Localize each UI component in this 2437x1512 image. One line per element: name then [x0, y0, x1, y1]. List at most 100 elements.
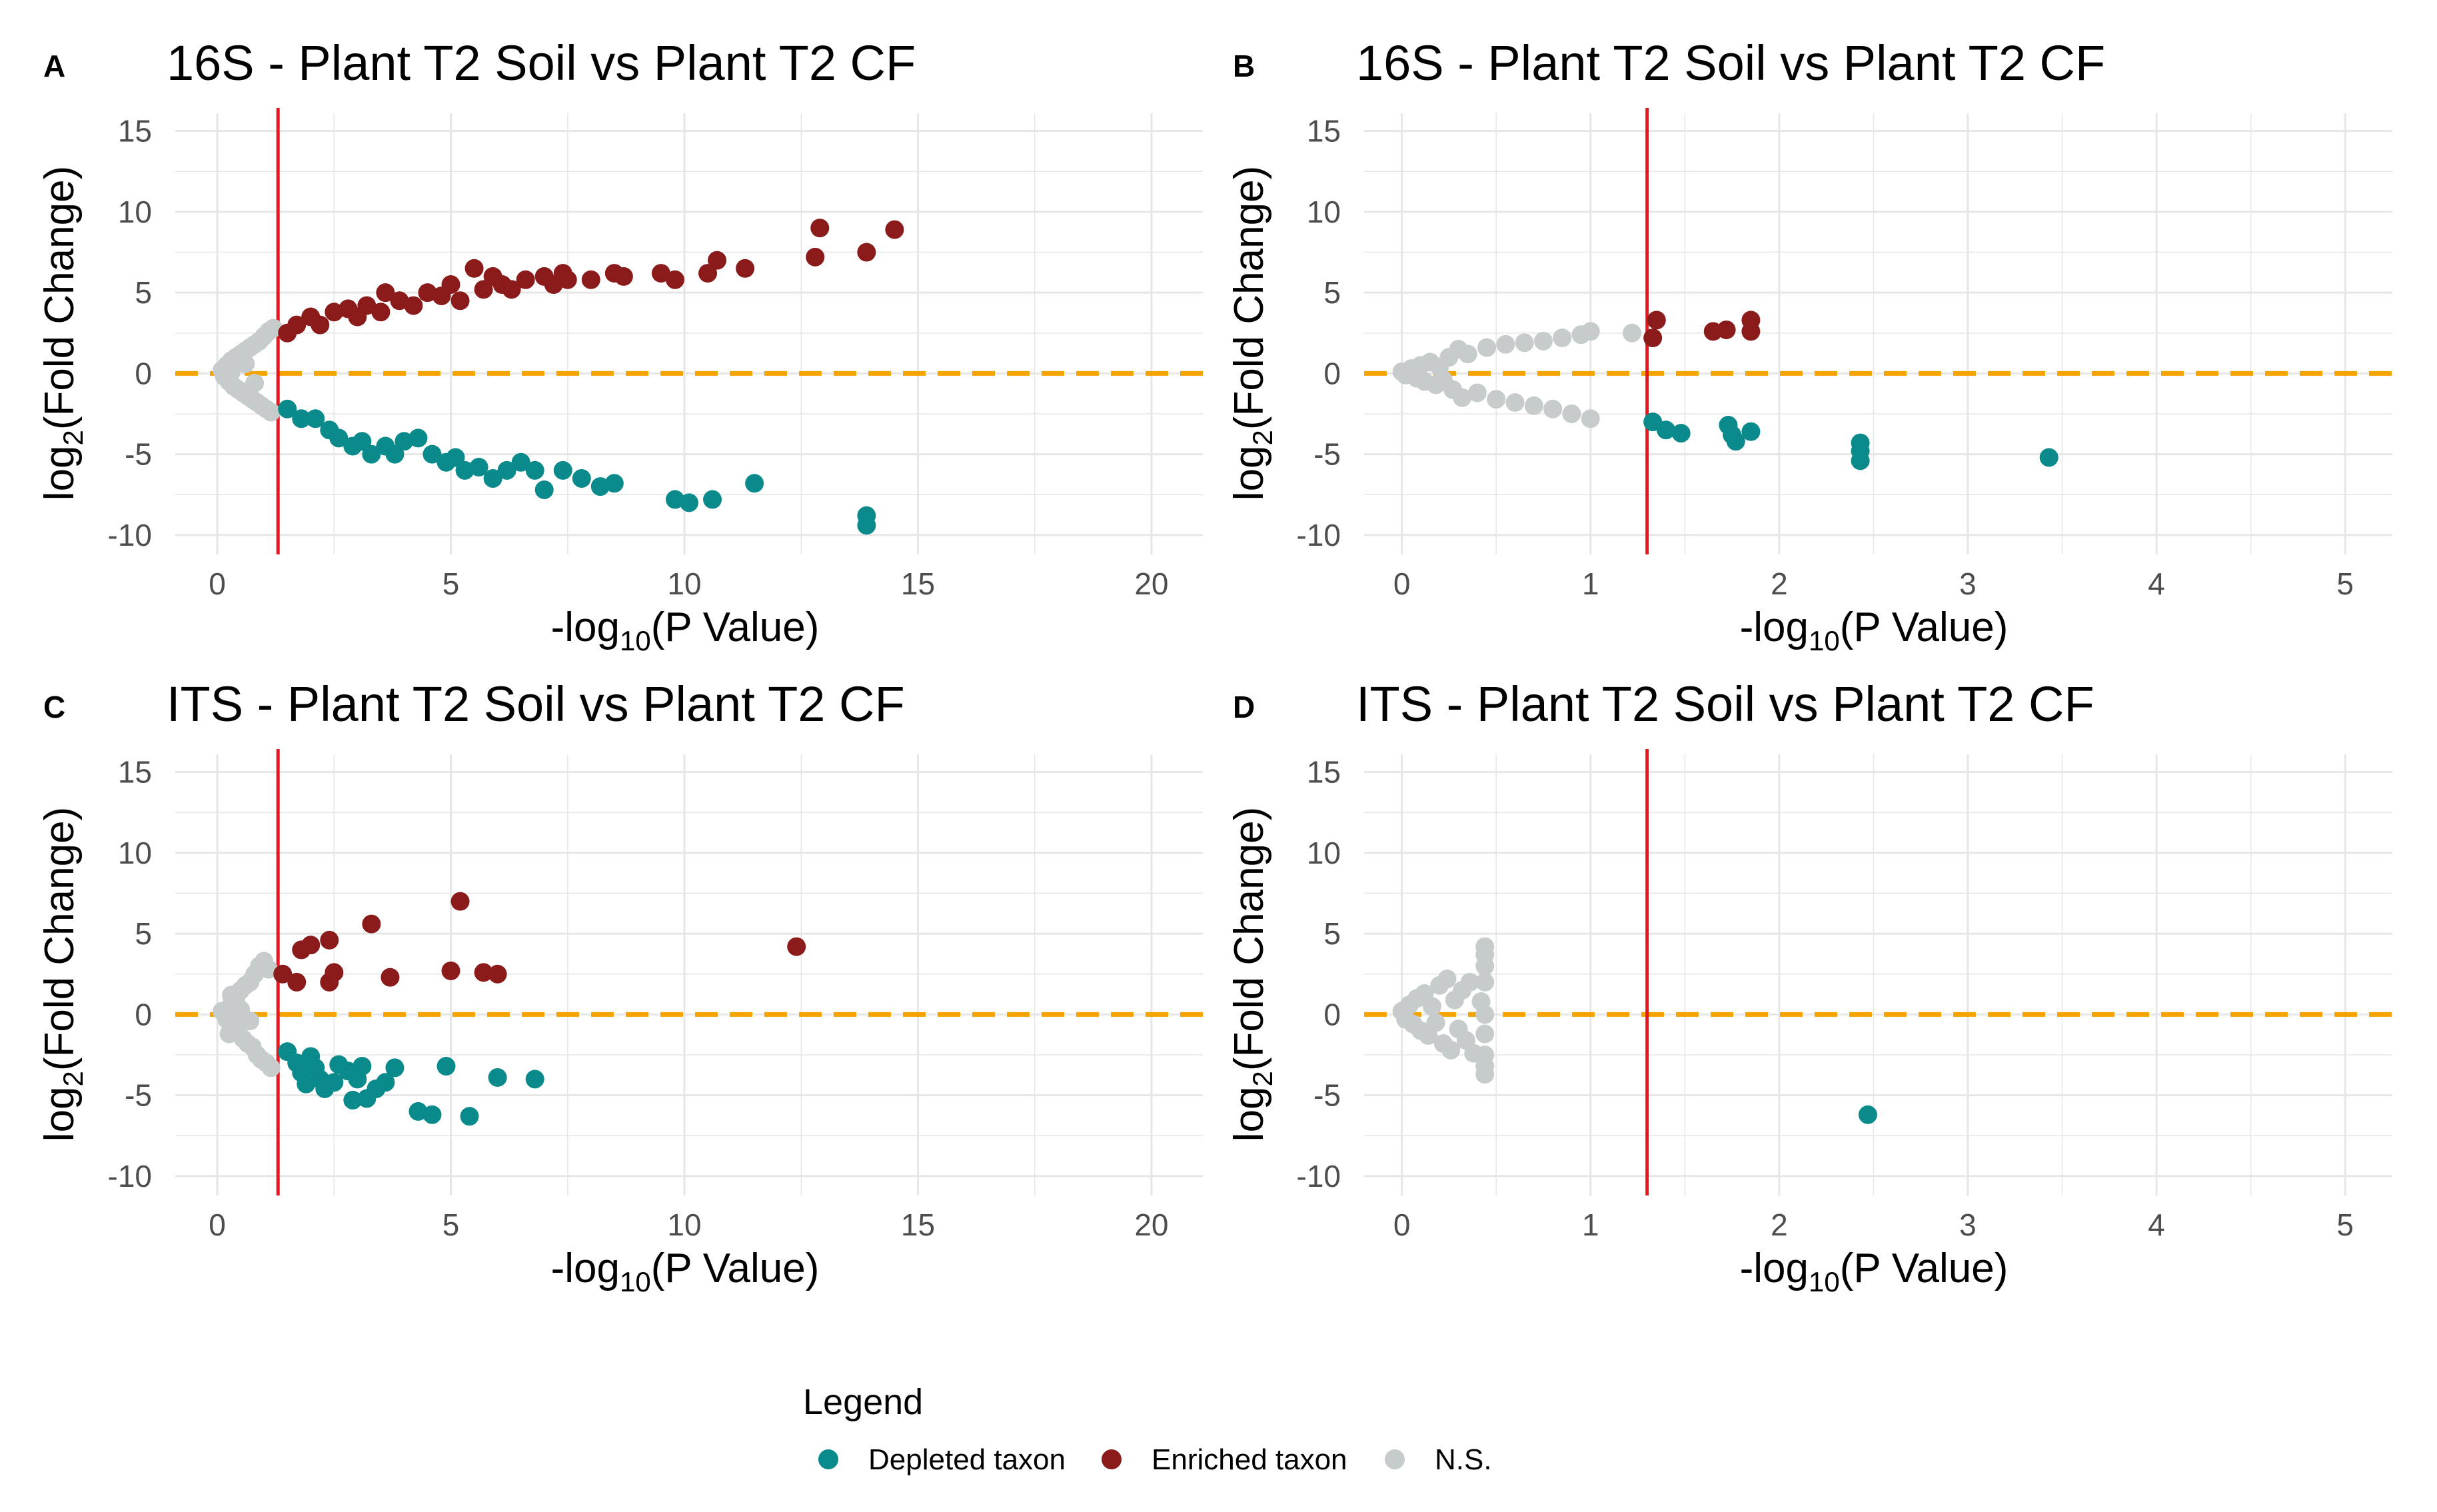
panel-a-point-enriched [287, 315, 307, 335]
panel-d-point-ns [1426, 1013, 1445, 1032]
panel-a-point-depleted [353, 432, 372, 451]
panel-a-point-enriched [311, 315, 330, 335]
panel-a-point-enriched [806, 247, 825, 267]
panel-c-point-depleted [488, 1068, 507, 1087]
panel-b: B 16S - Plant T2 Soil vs Plant T2 CF 0 1 2… [1226, 35, 2392, 656]
panel-a-point-enriched [474, 280, 493, 299]
y-label-sub: 2 [1247, 430, 1278, 445]
panel-b-point-ns [1467, 383, 1487, 402]
panel-a-y-tick-label: -10 [108, 518, 152, 552]
panel-c-letter: C [43, 690, 65, 724]
panel-c-grid [175, 754, 1203, 1195]
panel-c-point-enriched [320, 930, 339, 950]
panel-a-point-depleted [553, 460, 572, 480]
panel-a-point-depleted [408, 428, 428, 448]
panel-a-x-axis-label: -log10(P Value) [551, 604, 820, 656]
x-label-rest: (P Value) [651, 604, 820, 650]
panel-a-y-tick-label: 0 [135, 356, 152, 390]
y-label-main: log [37, 1086, 83, 1141]
panel-a-point-depleted [590, 477, 610, 496]
x-label-main: -log [1740, 1245, 1809, 1291]
panel-a-point-ns [264, 319, 283, 338]
panel-a-point-depleted [511, 452, 530, 472]
panel-a-point-enriched [502, 280, 521, 299]
x-label-main: -log [1740, 604, 1809, 650]
panel-d-y-axis-label: log2(Fold Change) [1226, 807, 1278, 1141]
panel-b-title: 16S - Plant T2 Soil vs Plant T2 CF [1356, 35, 2105, 91]
panel-b-point-depleted [1741, 422, 1761, 441]
panel-a-letter: A [43, 49, 65, 83]
y-label-rest: (Fold Change) [37, 807, 83, 1071]
panel-c-point-depleted [297, 1074, 316, 1094]
panel-b-grid [1364, 113, 2392, 554]
panel-c-point-enriched [441, 961, 460, 980]
panel-a-point-enriched [614, 267, 633, 286]
panel-a-point-enriched [558, 270, 577, 289]
panel-c-point-ns [241, 1012, 260, 1031]
panel-b-point-ns [1477, 338, 1497, 357]
panel-a-point-enriched [450, 291, 470, 311]
panel-b-x-tick-label: 4 [2148, 566, 2165, 601]
panel-c-point-depleted [408, 1102, 428, 1121]
panel-c-point-enriched [381, 968, 400, 987]
panel-a-y-axis-label: log2(Fold Change) [37, 166, 89, 500]
panel-c-point-depleted [343, 1090, 363, 1110]
panel-d-x-tick-label: 5 [2336, 1207, 2354, 1242]
panel-c-x-tick-label: 0 [209, 1207, 226, 1242]
panel-a-point-ns [236, 354, 255, 373]
y-label-sub: 2 [57, 430, 89, 445]
panel-b-point-ns [1553, 329, 1572, 348]
y-label-sub: 2 [57, 1071, 89, 1086]
panel-c-point-enriched [488, 964, 507, 984]
panel-a-point-enriched [885, 220, 904, 239]
panel-b-y-ticks: 15 10 5 0 -5 -10 [1297, 114, 1341, 552]
panel-d-reference-lines [1364, 749, 2392, 1195]
panel-c-x-tick-label: 15 [901, 1207, 935, 1242]
panel-a-y-tick-label: 10 [118, 195, 152, 229]
panel-a-point-depleted [385, 444, 405, 464]
panel-a-point-depleted [857, 516, 876, 535]
panel-a-point-enriched [371, 303, 391, 322]
panel-d-y-tick-label: -5 [1313, 1078, 1341, 1113]
panel-a-point-depleted [446, 448, 465, 467]
panel-a-title: 16S - Plant T2 Soil vs Plant T2 CF [167, 35, 916, 91]
panel-a-y-tick-label: 15 [118, 114, 152, 149]
y-label-rest: (Fold Change) [37, 166, 83, 430]
panel-c-point-enriched [273, 964, 293, 984]
panel-b-point-depleted [1656, 420, 1675, 440]
panel-a-x-tick-label: 5 [442, 566, 460, 601]
y-label-rest: (Fold Change) [1226, 807, 1272, 1071]
panel-c-x-tick-label: 10 [667, 1207, 701, 1242]
panel-a-point-depleted [469, 458, 488, 477]
legend-label-enriched: Enriched taxon [1152, 1443, 1347, 1476]
x-label-main: -log [551, 604, 620, 650]
panel-a-point-depleted [534, 480, 554, 500]
panel-a-point-depleted [572, 469, 591, 488]
panel-c-y-axis-label: log2(Fold Change) [37, 807, 89, 1141]
panel-d-x-tick-label: 2 [1771, 1207, 1788, 1242]
panel-d-point-ns [1475, 937, 1495, 956]
panel-d-point-ns [1441, 1040, 1461, 1060]
panel-d-y-tick-label: 5 [1323, 916, 1341, 951]
panel-d-point-depleted [1858, 1105, 1877, 1124]
panel-a-point-depleted [483, 469, 502, 488]
panel-b-reference-lines [1364, 108, 2392, 554]
panel-a-point-depleted [292, 409, 311, 428]
panel-c-point-enriched [301, 936, 321, 955]
panel-d-x-tick-label: 4 [2148, 1207, 2165, 1242]
panel-c-x-axis-label: -log10(P Value) [551, 1245, 820, 1297]
panel-b-point-ns [1543, 399, 1563, 418]
panel-a-point-depleted [745, 474, 764, 493]
panel-b-point-enriched [1643, 329, 1663, 348]
panel-a-y-tick-label: 5 [135, 275, 152, 310]
panel-b-point-depleted [1726, 432, 1745, 451]
panel-c-y-ticks: 15 10 5 0 -5 -10 [108, 755, 152, 1193]
panel-a-point-depleted [278, 399, 297, 418]
legend-item-depleted: Depleted taxon [818, 1443, 1066, 1476]
panel-c-point-ns [261, 1058, 281, 1078]
panel-d-x-tick-label: 3 [1959, 1207, 1977, 1242]
panel-c-point-enriched [362, 914, 381, 934]
panel-b-y-tick-label: 15 [1307, 114, 1341, 149]
